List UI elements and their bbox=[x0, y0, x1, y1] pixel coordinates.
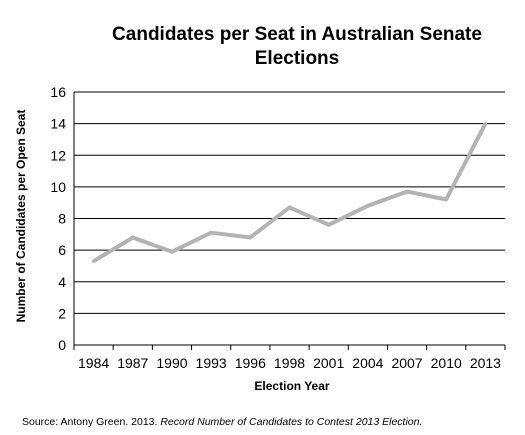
x-tick-label: 2013 bbox=[470, 355, 501, 371]
chart-title-line-1: Candidates per Seat in Australian Senate bbox=[112, 24, 482, 45]
y-axis-title: Number of Candidates per Open Seat bbox=[14, 110, 28, 323]
data-point bbox=[287, 205, 292, 210]
y-tick-label: 12 bbox=[50, 147, 66, 163]
y-tick-label: 2 bbox=[58, 305, 66, 321]
data-point bbox=[327, 223, 331, 227]
x-axis-title: Election Year bbox=[254, 379, 329, 393]
y-tick-label: 8 bbox=[58, 211, 66, 227]
data-point bbox=[483, 122, 488, 126]
y-tick-label: 6 bbox=[58, 242, 66, 258]
gridlines bbox=[73, 91, 506, 350]
data-point bbox=[366, 204, 370, 208]
data-point bbox=[91, 259, 96, 263]
y-tick-label: 4 bbox=[58, 274, 66, 290]
data-point bbox=[170, 250, 174, 254]
y-tick-labels: 0 2 4 6 8 10 12 14 16 bbox=[50, 84, 66, 353]
x-tick-label: 1996 bbox=[235, 355, 266, 371]
chart-title-line-2: Elections bbox=[255, 48, 339, 69]
x-tick-label: 2010 bbox=[431, 355, 462, 371]
x-tick-label: 2001 bbox=[313, 355, 344, 371]
source-prefix: Source: Antony Green. 2013. bbox=[22, 416, 160, 428]
y-tick-label: 14 bbox=[50, 116, 66, 132]
data-point bbox=[131, 235, 135, 240]
x-tick-label: 1987 bbox=[117, 355, 148, 371]
y-tick-label: 16 bbox=[50, 84, 66, 100]
source-italic: Record Number of Candidates to Contest 2… bbox=[160, 416, 422, 428]
data-point bbox=[444, 197, 448, 202]
x-tick-label: 1993 bbox=[196, 355, 227, 371]
y-tick-label: 0 bbox=[58, 337, 66, 353]
x-tick-label: 1990 bbox=[156, 355, 187, 371]
x-tick-label: 2007 bbox=[391, 355, 422, 371]
x-tick-label: 1984 bbox=[78, 355, 109, 371]
series-line bbox=[92, 122, 488, 263]
data-point bbox=[209, 231, 213, 235]
source-note: Source: Antony Green. 2013. Record Numbe… bbox=[22, 416, 422, 428]
y-tick-label: 10 bbox=[50, 179, 66, 195]
data-point bbox=[405, 190, 409, 194]
series-group bbox=[91, 122, 488, 263]
x-tick-labels: 1984 1987 1990 1993 1996 1998 2001 2004 2007 2010… bbox=[78, 355, 501, 371]
data-point bbox=[248, 235, 252, 240]
x-tick-label: 2004 bbox=[352, 355, 383, 371]
x-tick-label: 1998 bbox=[274, 355, 305, 371]
